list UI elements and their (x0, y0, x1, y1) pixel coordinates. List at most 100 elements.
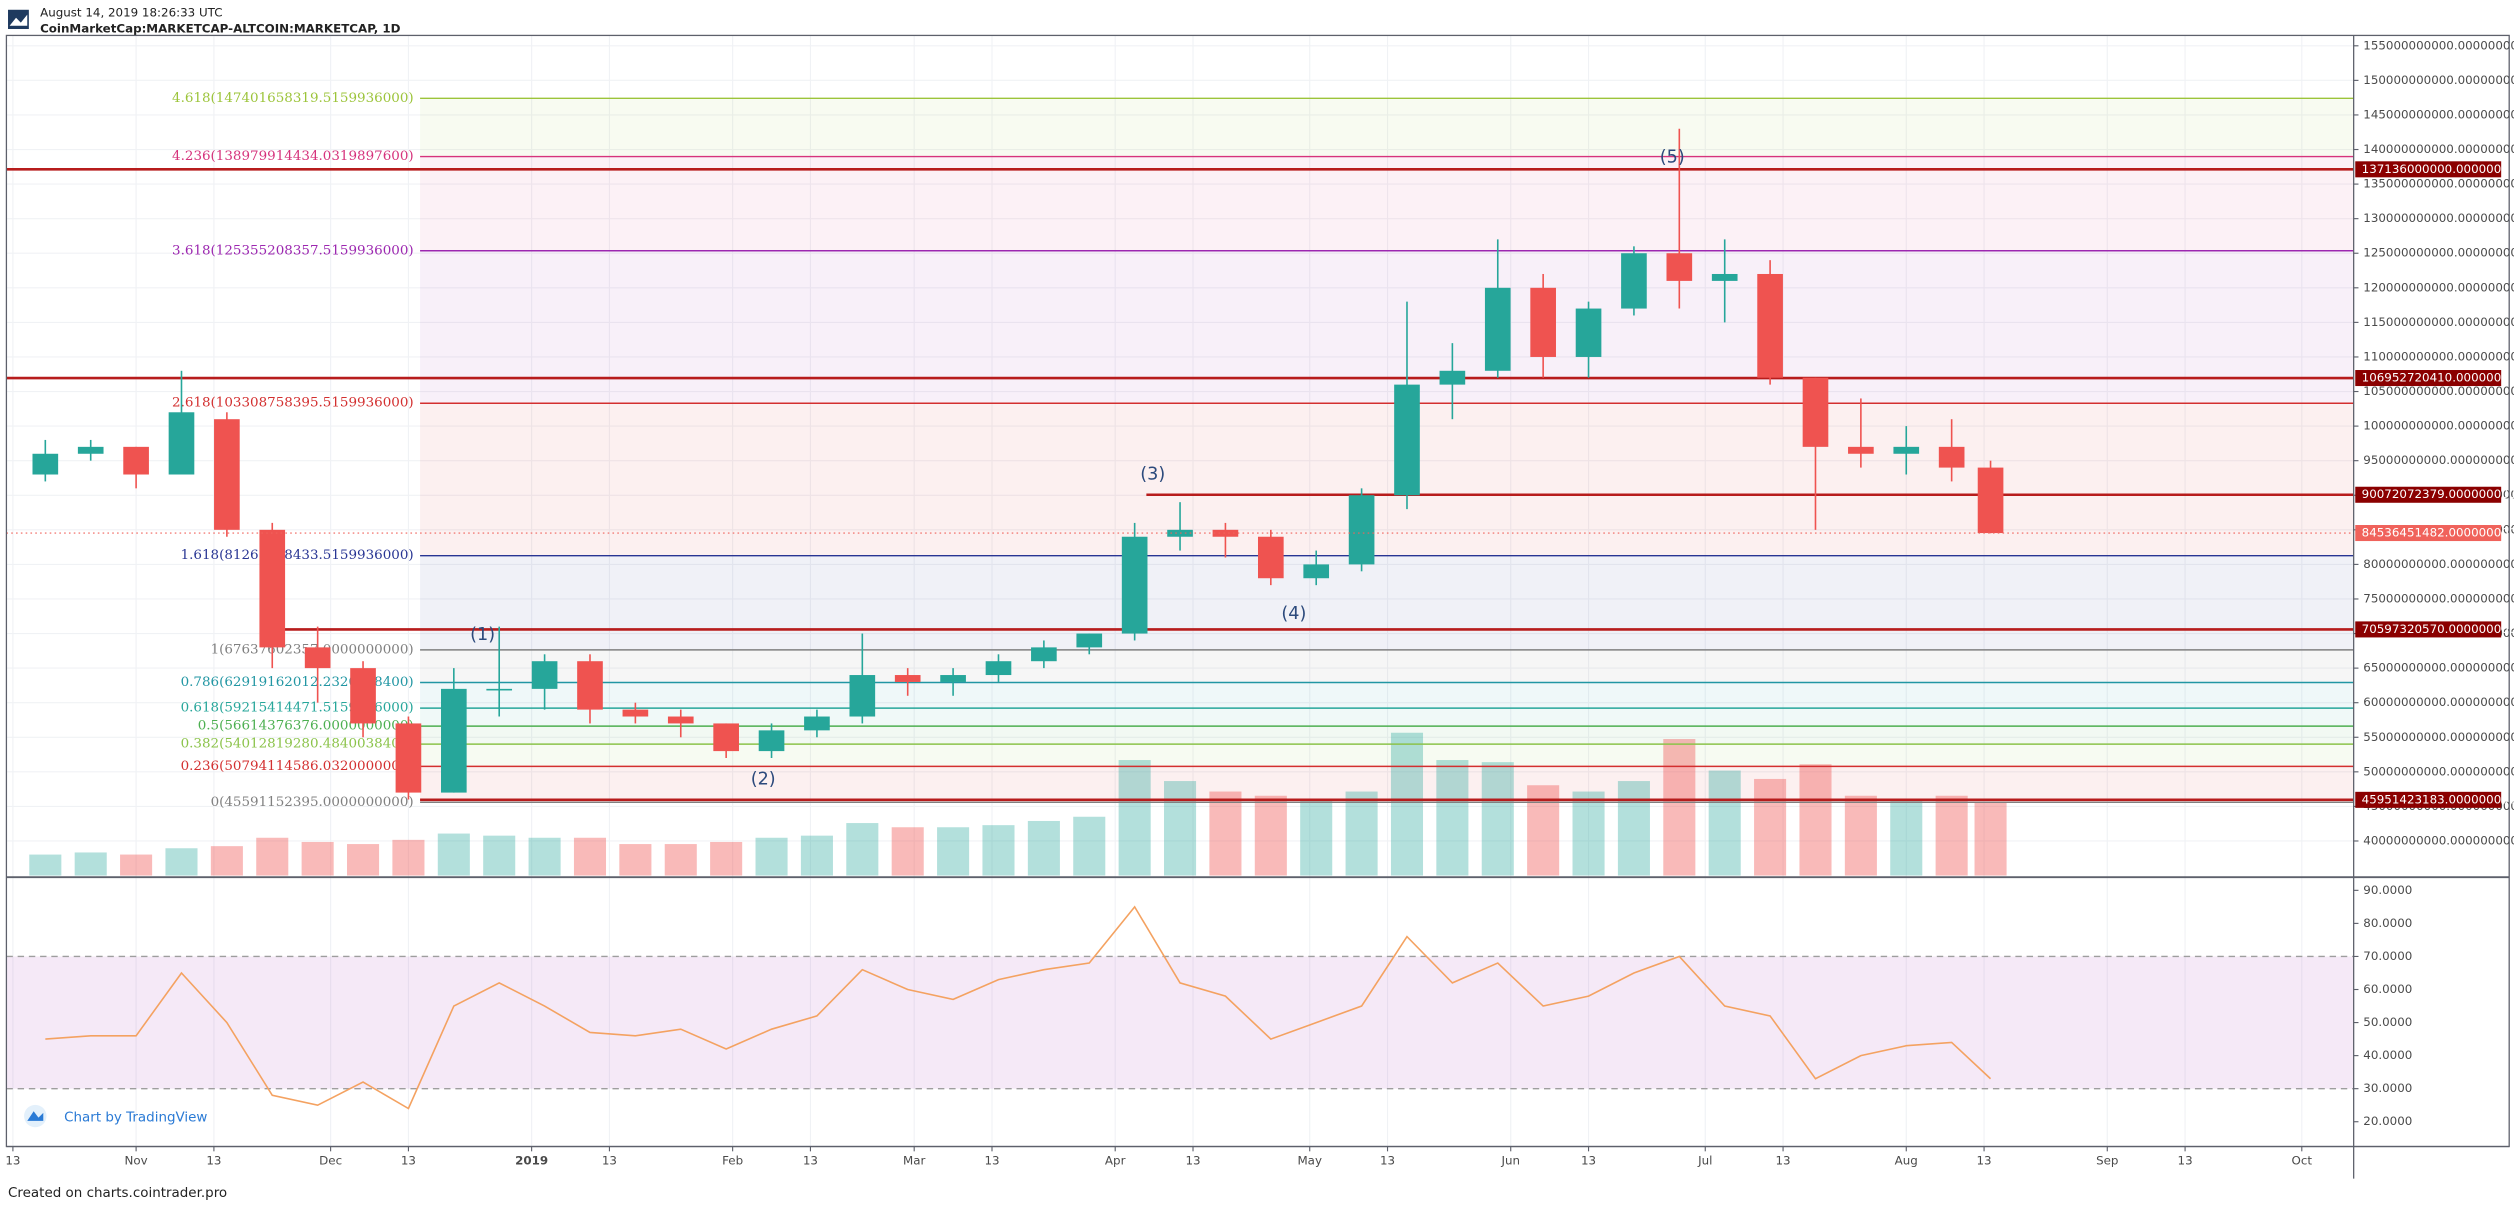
x-tick-label: Feb (722, 1153, 743, 1167)
x-tick-label: 13 (1185, 1153, 1200, 1167)
fib-band (420, 726, 2354, 745)
volume-bar (1345, 791, 1378, 876)
wave-label: (1) (470, 625, 495, 645)
last-price-tag (2355, 525, 2502, 542)
volume-bar (1890, 799, 1923, 876)
rsi-line (45, 905, 1992, 1110)
x-tick-label: 13 (5, 1153, 20, 1167)
y-tick-label: 95000000000.0000000000 (2363, 453, 2514, 467)
x-tick-label: 2019 (515, 1153, 548, 1167)
volume-bar (1390, 732, 1424, 876)
rsi-band (6, 956, 2354, 1089)
x-tick-label: Sep (2096, 1153, 2118, 1167)
candle-body (1031, 647, 1057, 662)
volume-bar (437, 833, 470, 876)
candle-body (531, 661, 558, 689)
fib-label: 4.618(147401658319.5159936000) (172, 91, 414, 106)
y-tick-label: 145000000000.0000000000 (2363, 107, 2514, 121)
y-tick-label: 120000000000.0000000000 (2363, 280, 2514, 294)
candle-body (1121, 536, 1148, 634)
watermark[interactable]: Chart by TradingView (24, 1104, 207, 1128)
fib-label: 0.5(56614376376.0000000000) (198, 719, 414, 734)
watermark-glyph (27, 1111, 44, 1121)
rsi-y-tick-label: 90.0000 (2363, 883, 2412, 897)
y-tick-label: 150000000000.0000000000 (2363, 73, 2514, 87)
x-tick-label: 13 (1581, 1153, 1596, 1167)
volume-bar (1844, 795, 1877, 876)
volume-bar (1209, 791, 1242, 876)
candle-body (214, 419, 240, 530)
y-tick-label: 140000000000.0000000000 (2363, 142, 2514, 156)
candle-body (1711, 273, 1738, 281)
candle-body (1893, 446, 1920, 454)
y-tick-label: 60000000000.0000000000 (2363, 695, 2514, 709)
volume-bar (710, 841, 743, 876)
volume-bar (256, 837, 289, 876)
volume-bar (891, 827, 924, 876)
volume-bar (937, 827, 970, 876)
symbol: CoinMarketCap:MARKETCAP-ALTCOIN:MARKETCA… (40, 22, 401, 36)
volume-bar (1708, 770, 1741, 876)
candle-body (985, 661, 1012, 676)
candle-body (804, 716, 830, 731)
last-price-label: 84536451482.0000000000 (2362, 526, 2514, 540)
rsi-y-tick-label: 60.0000 (2363, 982, 2412, 996)
x-tick-label: Apr (1105, 1153, 1126, 1167)
x-tick-label: Mar (903, 1153, 925, 1167)
x-tick-label: Dec (319, 1153, 342, 1167)
volume-bar (1436, 760, 1469, 876)
volume-bar (1073, 816, 1106, 876)
candle-body (1484, 287, 1511, 371)
level-tag-label: 70597320570.0000000000 (2362, 622, 2514, 636)
fib-band (420, 744, 2354, 767)
volume-bar (29, 854, 62, 876)
volume-bar (483, 835, 516, 876)
candle-body (304, 647, 331, 669)
volume-bar (210, 846, 243, 876)
x-tick-label: Aug (1895, 1153, 1918, 1167)
watermark-text[interactable]: Chart by TradingView (64, 1111, 207, 1126)
volume-bar (120, 854, 153, 876)
x-tick-label: 13 (602, 1153, 617, 1167)
y-tick-label: 130000000000.0000000000 (2363, 211, 2514, 225)
volume-bar (528, 837, 561, 876)
x-tick-label: 13 (1776, 1153, 1791, 1167)
level-tag-label: 137136000000.0000000000 (2362, 162, 2514, 176)
volume-bar (392, 839, 425, 876)
rsi-y-tick-label: 20.0000 (2363, 1114, 2412, 1128)
candle-body (940, 675, 966, 682)
y-tick-label: 80000000000.0000000000 (2363, 557, 2514, 571)
frame (5, 34, 2510, 1148)
volume-bar (1027, 820, 1060, 876)
volume-bar (846, 823, 879, 876)
volume-bar (1754, 778, 1787, 876)
candle-body (1802, 377, 1829, 447)
y-tick-label: 75000000000.0000000000 (2363, 591, 2514, 605)
footer: Created on charts.cointrader.pro (8, 1186, 227, 1201)
volume-bar (1617, 781, 1650, 876)
level-tag (2355, 621, 2502, 638)
rsi-y-tick-label: 30.0000 (2363, 1081, 2412, 1095)
level-tag-label: 106952720410.0000000000 (2362, 371, 2514, 385)
fib-label: 2.618(103308758395.5159936000) (172, 396, 414, 411)
fib-band (420, 98, 2354, 157)
volume-bar (982, 825, 1015, 876)
y-tick-label: 110000000000.0000000000 (2363, 349, 2514, 363)
candle-body (1394, 384, 1420, 496)
fib-band (420, 403, 2354, 556)
volume-bar (664, 844, 697, 876)
y-tick-label: 125000000000.0000000000 (2363, 246, 2514, 260)
candle-body (667, 716, 694, 724)
fib-label: 0.786(62919162012.2320038400) (181, 675, 414, 690)
candle-body (849, 675, 876, 717)
fib-label: 3.618(125355208357.5159936000) (172, 243, 414, 258)
volume-bar (1164, 781, 1197, 876)
candle-body (350, 668, 376, 724)
x-tick-label: 13 (984, 1153, 999, 1167)
fib-band (420, 555, 2354, 650)
y-tick-label: 40000000000.0000000000 (2363, 833, 2514, 847)
wave-label: (3) (1140, 465, 1165, 485)
candle-body (894, 675, 921, 682)
rsi-y-tick-label: 50.0000 (2363, 1015, 2412, 1029)
